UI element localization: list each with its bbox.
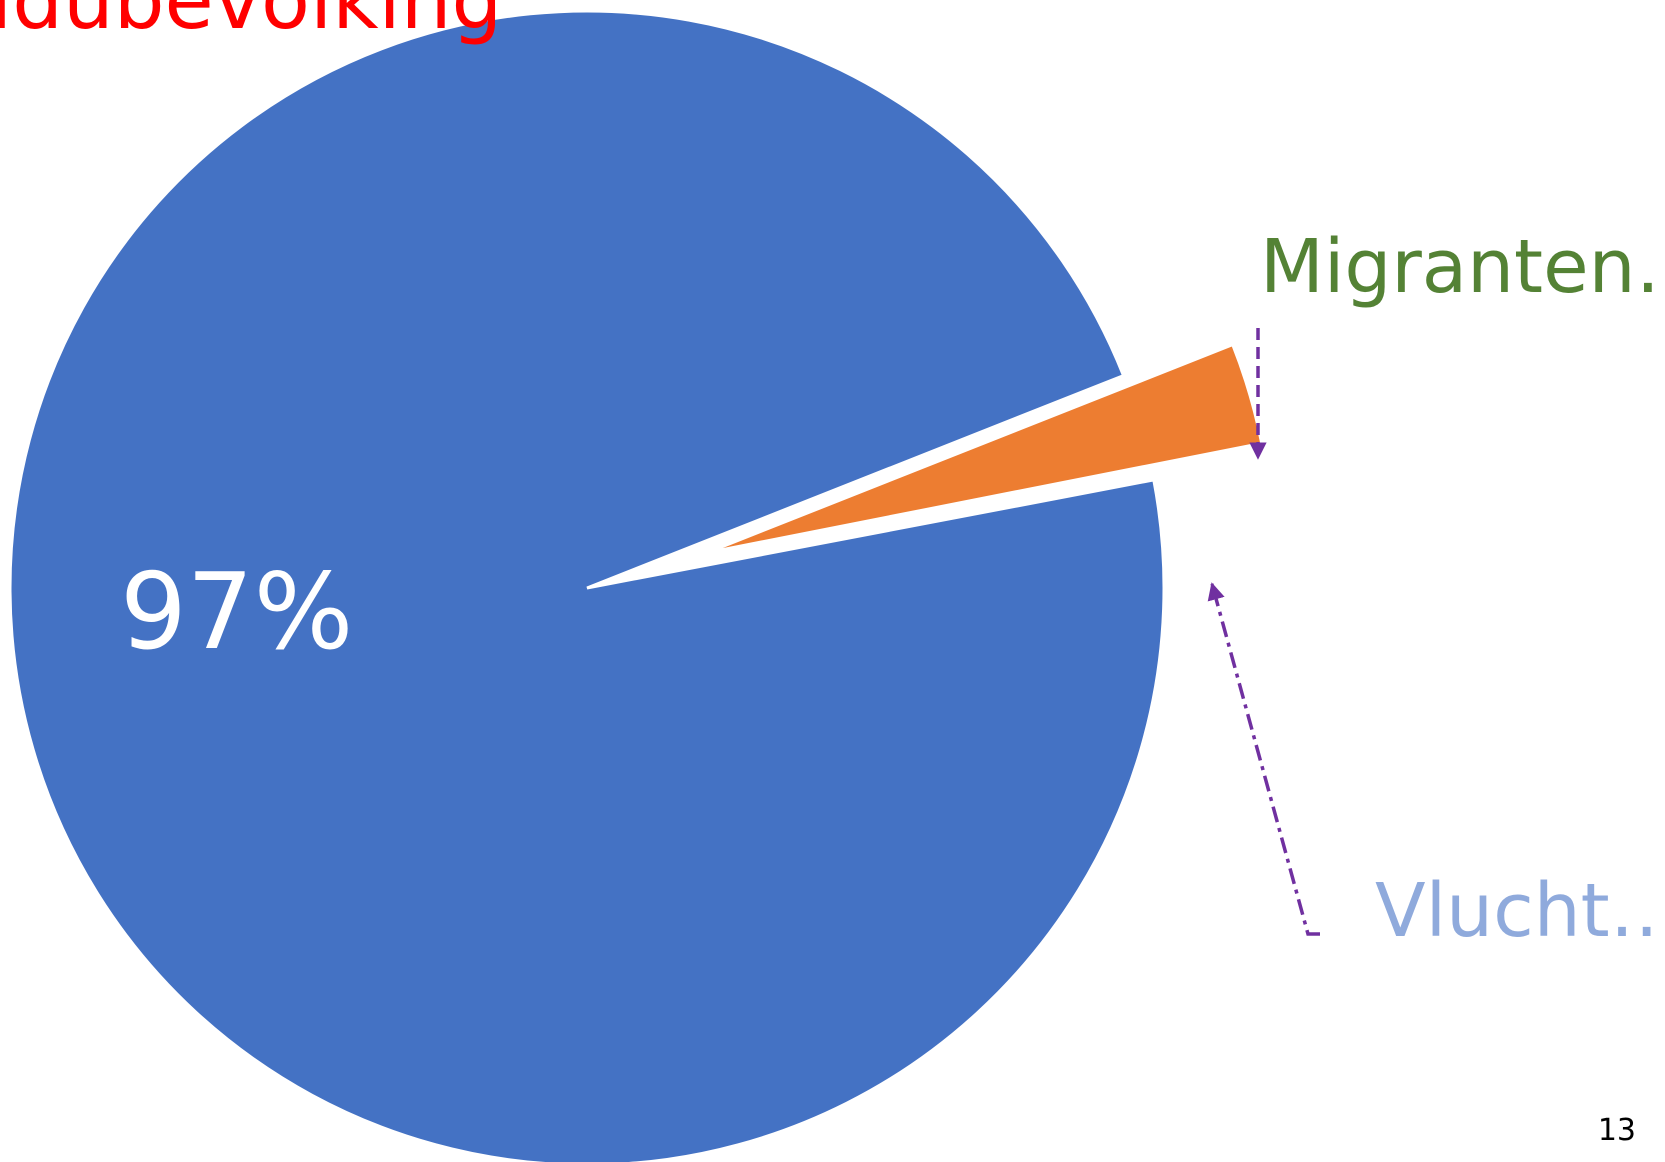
slice-label: Vlucht… <box>1375 868 1665 954</box>
chart-title: ldubevolking <box>0 0 502 47</box>
pie-slice <box>832 464 1209 542</box>
page-number: 13 <box>1598 1113 1636 1148</box>
pie-slice <box>8 9 1166 1162</box>
slice-label: Migranten… <box>1260 224 1665 310</box>
leader-line <box>1207 582 1320 936</box>
pie <box>8 9 1264 1162</box>
value-label: 97% <box>120 551 353 673</box>
